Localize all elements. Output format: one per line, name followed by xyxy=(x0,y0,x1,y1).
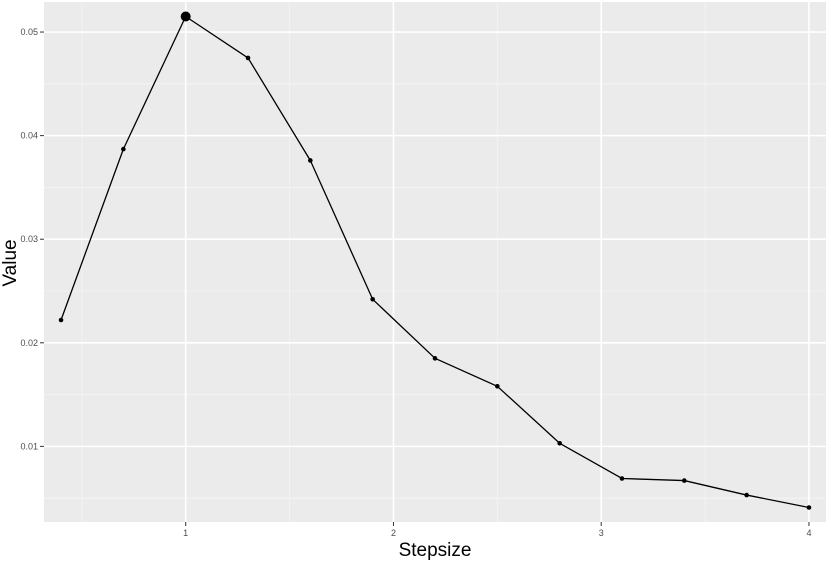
y-axis-title: Value xyxy=(0,239,21,286)
data-point xyxy=(121,146,126,152)
plot-panel xyxy=(44,2,826,522)
y-tick-label: 0.01 xyxy=(20,441,38,451)
data-point xyxy=(432,356,438,361)
y-tick-label: 0.04 xyxy=(20,131,38,141)
data-point xyxy=(58,317,64,323)
minor-gridlines xyxy=(44,2,826,522)
data-point xyxy=(744,492,749,498)
y-tick-label: 0.02 xyxy=(20,338,38,348)
data-point xyxy=(495,384,500,389)
data-point xyxy=(682,478,687,483)
data-point xyxy=(370,296,375,302)
data-point xyxy=(245,55,251,61)
x-tick-label: 3 xyxy=(599,528,604,538)
x-axis-title: Stepsize xyxy=(399,540,472,561)
x-tick-label: 2 xyxy=(391,528,396,538)
highlighted-data-point xyxy=(180,11,191,22)
data-point xyxy=(806,505,812,510)
data-point xyxy=(619,476,625,481)
series-layer xyxy=(58,11,812,510)
major-gridlines xyxy=(44,2,826,522)
tick-labels: 1 2 3 4 0.01 0.02 0.03 0.04 0.05 xyxy=(20,27,811,538)
data-point xyxy=(557,440,562,446)
x-tick-label: 4 xyxy=(806,528,811,538)
x-tick-label: 1 xyxy=(183,528,188,538)
y-tick-label: 0.03 xyxy=(20,234,38,244)
axis-ticks xyxy=(40,31,810,526)
y-tick-label: 0.05 xyxy=(20,27,38,37)
data-point xyxy=(308,158,313,163)
